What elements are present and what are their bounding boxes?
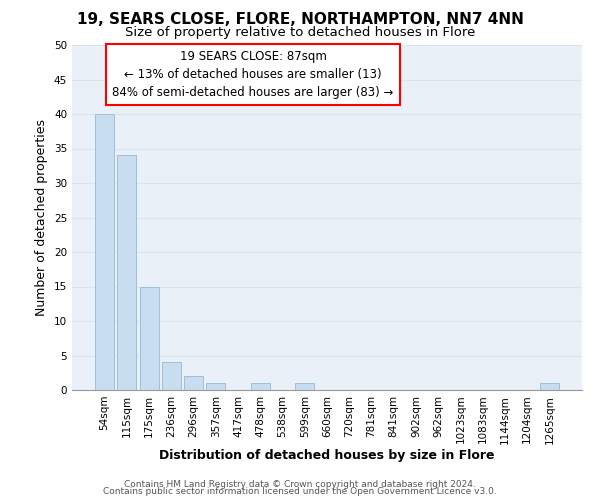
Bar — [140, 286, 158, 390]
Text: 19, SEARS CLOSE, FLORE, NORTHAMPTON, NN7 4NN: 19, SEARS CLOSE, FLORE, NORTHAMPTON, NN7… — [77, 12, 523, 28]
Y-axis label: Number of detached properties: Number of detached properties — [35, 119, 49, 316]
Text: Contains HM Land Registry data © Crown copyright and database right 2024.: Contains HM Land Registry data © Crown c… — [124, 480, 476, 489]
Bar — [295, 383, 314, 390]
Bar — [540, 383, 559, 390]
Bar — [95, 114, 114, 390]
X-axis label: Distribution of detached houses by size in Flore: Distribution of detached houses by size … — [159, 449, 495, 462]
Bar — [206, 383, 225, 390]
Text: Contains public sector information licensed under the Open Government Licence v3: Contains public sector information licen… — [103, 488, 497, 496]
Bar — [184, 376, 203, 390]
Bar — [162, 362, 181, 390]
Bar — [251, 383, 270, 390]
Bar — [118, 156, 136, 390]
Text: 19 SEARS CLOSE: 87sqm
← 13% of detached houses are smaller (13)
84% of semi-deta: 19 SEARS CLOSE: 87sqm ← 13% of detached … — [112, 50, 394, 99]
Text: Size of property relative to detached houses in Flore: Size of property relative to detached ho… — [125, 26, 475, 39]
